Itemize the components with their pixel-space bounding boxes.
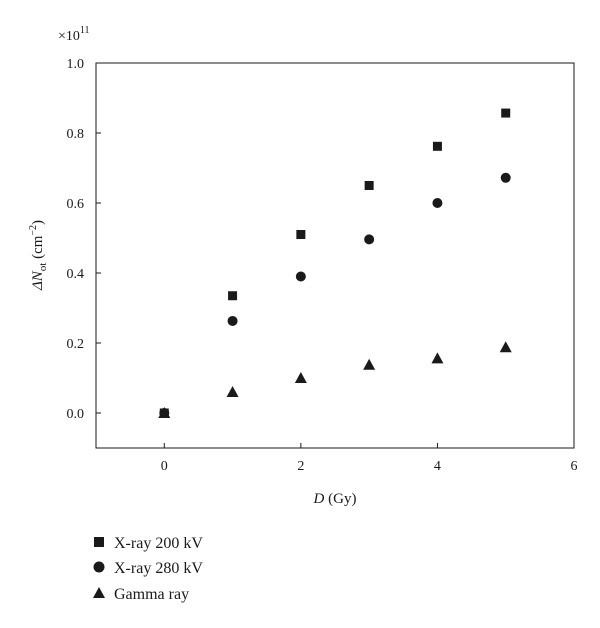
y-tick-label: 1.0 — [67, 57, 85, 72]
y-tick-label: 0.8 — [67, 127, 85, 142]
x-tick-label: 0 — [161, 459, 168, 474]
data-point-triangle — [294, 372, 307, 383]
data-point-triangle — [431, 352, 444, 364]
axis-ticks — [96, 62, 575, 448]
data-point-triangle — [226, 386, 239, 397]
data-point-circle — [364, 234, 375, 245]
x-tick-label: 4 — [434, 459, 441, 474]
legend-triangle-marker — [93, 587, 105, 598]
data-point-square — [501, 108, 511, 118]
data-point-circle — [500, 172, 511, 183]
data-point-square — [364, 181, 374, 190]
data-point-square — [296, 230, 306, 239]
legend-label-xray-280: X-ray 280 kV — [114, 560, 203, 577]
data-point-triangle — [158, 407, 171, 418]
legend-circle-marker — [93, 561, 105, 573]
plot-frame — [95, 62, 575, 449]
y-tick-label: 0.0 — [67, 407, 85, 422]
x-tick-label: 6 — [571, 459, 578, 474]
y-tick-label: 0.4 — [67, 267, 85, 282]
x-tick-label: 2 — [297, 459, 304, 474]
y-tick-label: 0.2 — [67, 337, 85, 352]
data-points — [158, 108, 512, 418]
data-point-square — [432, 141, 442, 151]
data-point-triangle — [363, 358, 376, 370]
data-point-circle — [432, 198, 443, 208]
legend-square-marker — [94, 537, 104, 547]
legend-label-xray-200: X-ray 200 kV — [114, 535, 203, 552]
data-point-triangle — [499, 341, 512, 353]
y-tick-label: 0.6 — [67, 197, 85, 212]
y-label-delta: ΔN — [30, 270, 46, 291]
data-point-circle — [227, 315, 238, 326]
data-point-square — [228, 291, 238, 301]
legend-label-gamma: Gamma ray — [114, 586, 189, 603]
data-point-circle — [295, 271, 306, 282]
y-axis-label: ΔNot (cm−2) — [28, 220, 49, 291]
x-axis-label: D (Gy) — [313, 491, 357, 507]
legend: X-ray 200 kV X-ray 280 kV Gamma ray — [93, 535, 203, 603]
y-multiplier: ×1011 — [58, 25, 90, 44]
tick-labels: 0 2 4 6 0.0 0.2 0.4 0.6 0.8 1.0 — [67, 57, 578, 474]
